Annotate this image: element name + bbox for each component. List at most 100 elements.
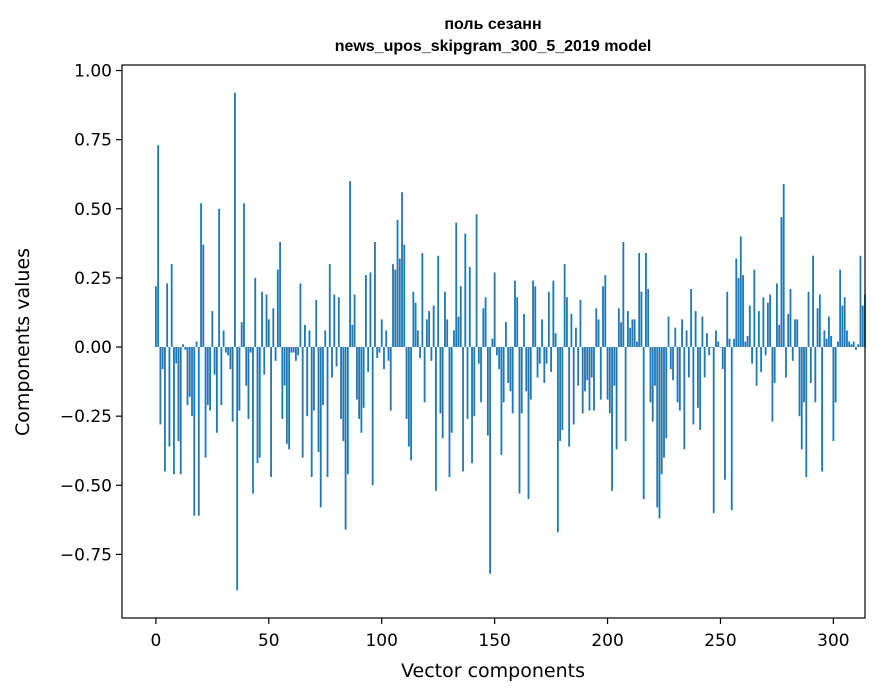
bar — [195, 341, 198, 348]
bar — [739, 236, 742, 348]
bar — [159, 347, 162, 425]
bar — [595, 308, 598, 348]
bar — [322, 347, 324, 406]
bar — [380, 319, 383, 348]
bar — [464, 233, 467, 348]
bar — [475, 214, 478, 348]
bar — [631, 319, 634, 348]
bar — [674, 327, 677, 348]
bar — [283, 347, 286, 386]
bar — [383, 347, 385, 370]
bar — [164, 347, 166, 472]
bar — [435, 347, 437, 491]
bar — [482, 308, 485, 348]
bar — [471, 347, 473, 464]
bar — [319, 347, 322, 508]
bar — [419, 347, 422, 359]
bar — [157, 145, 160, 348]
bar — [841, 305, 844, 348]
bar — [570, 313, 573, 348]
bar — [423, 347, 426, 403]
bar — [818, 294, 821, 348]
bar — [762, 297, 765, 348]
bar — [703, 347, 706, 378]
bar — [355, 347, 358, 400]
bar — [658, 347, 661, 519]
bar — [629, 327, 632, 348]
bar — [803, 347, 805, 403]
bar — [509, 347, 512, 392]
bar — [753, 269, 756, 348]
bar — [572, 347, 575, 425]
bar — [696, 347, 699, 408]
bar — [538, 347, 541, 364]
bar — [333, 294, 336, 348]
bar — [523, 313, 525, 348]
bar — [306, 347, 309, 417]
bar — [243, 203, 245, 348]
bar — [362, 347, 365, 408]
bar — [773, 347, 776, 383]
bar — [581, 347, 584, 414]
bar — [200, 203, 202, 348]
bar — [313, 347, 315, 411]
bar — [766, 302, 769, 348]
bar — [247, 347, 250, 419]
bar — [315, 300, 318, 348]
bar — [396, 219, 399, 348]
bar — [258, 347, 261, 458]
bar — [789, 288, 792, 348]
bar — [358, 347, 361, 419]
bar — [812, 255, 814, 348]
bar — [536, 347, 539, 378]
chart-title: поль сезанн — [444, 16, 541, 33]
bar — [238, 347, 241, 411]
bar — [855, 347, 857, 350]
bar — [640, 291, 643, 348]
bar — [215, 347, 218, 433]
bar — [446, 319, 449, 348]
bar — [737, 277, 740, 348]
bar — [776, 283, 778, 348]
bar — [335, 347, 338, 367]
bar — [222, 330, 225, 348]
bar — [839, 269, 842, 348]
bar — [649, 347, 652, 403]
bar — [371, 347, 374, 486]
bar — [263, 347, 266, 375]
bar — [559, 347, 562, 442]
x-tick-label: 200 — [591, 631, 623, 651]
bar — [850, 344, 853, 348]
bar — [439, 347, 442, 414]
bar — [369, 272, 372, 348]
bar — [760, 347, 763, 372]
bar — [577, 347, 580, 386]
y-tick-label: −0.50 — [60, 476, 112, 496]
bar — [272, 308, 275, 348]
bar — [665, 347, 668, 439]
bar — [561, 347, 564, 430]
bar — [744, 341, 747, 348]
bar — [170, 264, 173, 348]
bar — [633, 319, 636, 348]
bar — [231, 347, 234, 422]
bar — [455, 222, 458, 348]
bar — [227, 347, 230, 356]
bar — [168, 347, 171, 447]
y-tick-label: 0.75 — [74, 131, 112, 151]
bar — [285, 347, 288, 444]
bar — [613, 347, 616, 386]
bar — [310, 347, 313, 477]
bar — [175, 347, 178, 364]
y-axis-ticks: 1.00 0.75 0.50 0.25 0.00 −0.25 −0.50 −0.75 — [60, 62, 122, 565]
bar — [821, 347, 823, 472]
bar — [154, 286, 157, 348]
bar — [177, 347, 180, 442]
bar — [444, 291, 446, 348]
bar — [687, 347, 690, 378]
bar — [769, 294, 772, 348]
bar — [173, 347, 175, 475]
bar — [514, 280, 516, 348]
bar — [550, 347, 552, 372]
bar — [466, 347, 469, 419]
